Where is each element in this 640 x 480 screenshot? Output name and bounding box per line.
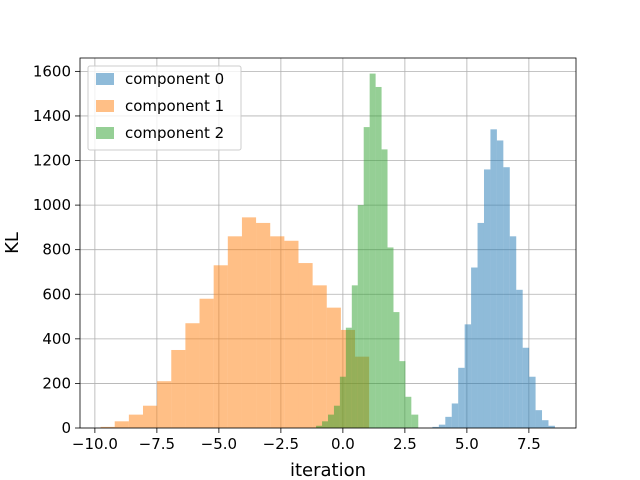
bar — [471, 267, 478, 428]
y-tick-label: 1200 — [33, 152, 71, 170]
bar — [375, 86, 382, 429]
bar — [171, 349, 186, 428]
legend-frame — [87, 65, 242, 151]
plot-frame — [79, 57, 577, 429]
bar — [256, 222, 271, 428]
bar — [312, 285, 327, 428]
bar — [542, 420, 549, 428]
bar — [405, 396, 412, 428]
histogram-bars — [100, 73, 555, 429]
y-axis: 0 200 400 600 800 1000 1200 1400 1600 — [33, 62, 80, 437]
y-tick-label: 1000 — [33, 196, 71, 214]
x-axis-title: iteration — [290, 460, 366, 480]
x-tick-label: −10.0 — [72, 435, 118, 453]
bar — [322, 421, 328, 428]
bar — [387, 247, 394, 428]
bar — [328, 414, 334, 428]
bar — [199, 298, 214, 428]
legend-swatch — [96, 100, 114, 112]
y-tick-label: 800 — [42, 241, 71, 259]
bar — [483, 169, 491, 428]
bar — [333, 405, 340, 428]
x-tick-label: 5.0 — [455, 435, 479, 453]
bar — [438, 424, 446, 428]
x-tick-label: −7.5 — [139, 435, 175, 453]
x-axis: −10.0 −7.5 −5.0 −2.5 0.0 2.5 5.0 7.5 — [72, 428, 541, 453]
y-axis-title: KL — [2, 232, 23, 254]
legend: component 0 component 1 component 2 — [87, 65, 242, 151]
bar — [142, 405, 158, 428]
bar — [445, 416, 452, 428]
series-1-bars — [100, 217, 370, 428]
bar — [503, 167, 510, 429]
bar — [345, 327, 352, 428]
series-0-bars — [432, 129, 555, 429]
x-tick-label: −2.5 — [263, 435, 299, 453]
y-tick-label: 1600 — [33, 62, 71, 80]
bar — [241, 217, 257, 428]
x-tick-label: 2.5 — [393, 435, 417, 453]
bar — [157, 381, 172, 428]
bar — [529, 376, 536, 428]
bar — [522, 347, 530, 428]
bar — [114, 421, 129, 428]
legend-label: component 0 — [125, 70, 224, 88]
legend-swatch — [96, 73, 114, 85]
x-tick-label: 0.0 — [331, 435, 355, 453]
bar — [351, 285, 358, 428]
bar — [516, 289, 523, 428]
y-tick-label: 0 — [61, 419, 71, 437]
y-tick-label: 200 — [42, 374, 71, 392]
bar — [548, 425, 555, 428]
bar — [284, 240, 299, 428]
bar — [535, 410, 543, 428]
bar — [490, 129, 497, 428]
bar — [339, 376, 346, 428]
legend-label: component 2 — [125, 124, 224, 142]
bar — [100, 426, 115, 428]
bar — [432, 426, 439, 428]
bar — [298, 263, 313, 428]
bar — [411, 414, 419, 428]
bar — [381, 149, 388, 428]
bar — [128, 414, 143, 428]
series-2-bars — [316, 73, 419, 429]
y-tick-label: 600 — [42, 285, 71, 303]
bar — [509, 236, 517, 428]
bar — [451, 403, 459, 428]
bar — [496, 140, 504, 428]
bar — [399, 361, 406, 428]
bar — [316, 425, 323, 428]
bar — [213, 265, 228, 428]
legend-swatch — [96, 127, 114, 139]
bar — [369, 73, 376, 428]
bar — [227, 236, 242, 428]
bar — [458, 367, 465, 428]
y-tick-label: 400 — [42, 330, 71, 348]
bar — [270, 236, 285, 428]
bar — [477, 222, 484, 428]
x-tick-label: 7.5 — [517, 435, 541, 453]
x-tick-label: −5.0 — [201, 435, 237, 453]
bar — [185, 323, 200, 428]
bar — [393, 312, 400, 428]
bar — [363, 127, 370, 429]
bar — [326, 307, 341, 428]
legend-label: component 1 — [125, 97, 224, 115]
bar — [357, 205, 364, 428]
bar — [464, 324, 472, 428]
y-tick-label: 1400 — [33, 107, 71, 125]
